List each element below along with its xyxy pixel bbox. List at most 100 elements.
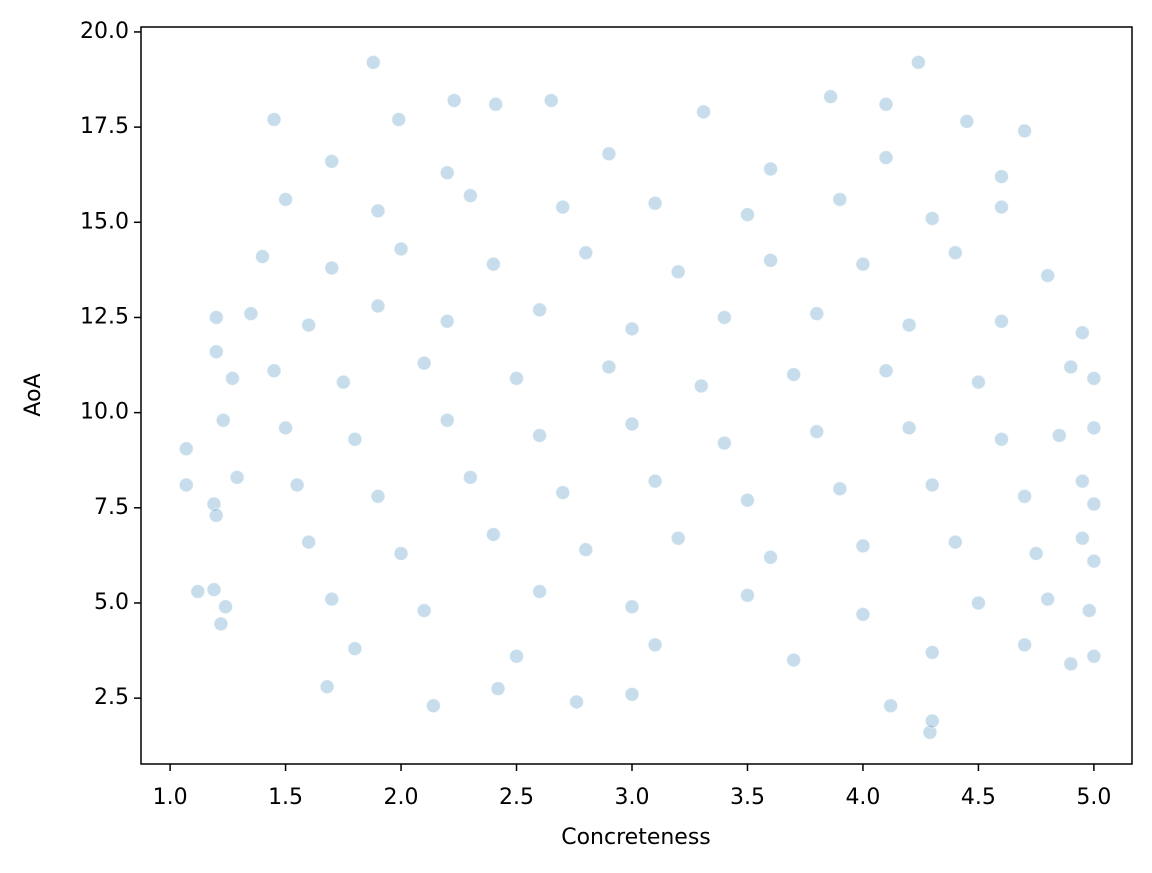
scatter-point [224, 370, 240, 386]
scatter-point [910, 54, 926, 70]
scatter-point [324, 153, 340, 169]
scatter-point [1063, 656, 1079, 672]
scatter-point [924, 477, 940, 493]
y-tick-label: 5.0 [94, 590, 129, 615]
scatter-point [439, 313, 455, 329]
scatter-point [278, 191, 294, 207]
scatter-point [1086, 420, 1102, 436]
scatter-point [532, 427, 548, 443]
scatter-point [416, 603, 432, 619]
scatter-point [786, 652, 802, 668]
scatter-point [266, 112, 282, 128]
scatter-point [578, 542, 594, 558]
scatter-point [924, 644, 940, 660]
scatter-point [763, 161, 779, 177]
scatter-point [289, 477, 305, 493]
scatter-point [924, 713, 940, 729]
scatter-point [178, 477, 194, 493]
x-tick-label: 5.0 [1076, 785, 1111, 810]
scatter-point [1051, 427, 1067, 443]
scatter-point [462, 469, 478, 485]
scatter-point [509, 648, 525, 664]
scatter-point [462, 188, 478, 204]
scatter-point [208, 309, 224, 325]
scatter-point [947, 534, 963, 550]
y-axis-label: AoA [21, 373, 46, 416]
scatter-point [739, 207, 755, 223]
scatter-point [1074, 530, 1090, 546]
y-tick-label: 10.0 [80, 400, 129, 425]
scatter-point [959, 113, 975, 129]
scatter-point [716, 435, 732, 451]
scatter-point [319, 679, 335, 695]
scatter-point [739, 587, 755, 603]
x-tick-label: 3.0 [614, 785, 649, 810]
scatter-point [1040, 268, 1056, 284]
scatter-point [670, 530, 686, 546]
scatter-point [208, 507, 224, 523]
y-tick-label: 7.5 [94, 495, 129, 520]
plot-frame [140, 26, 1133, 765]
scatter-point [624, 599, 640, 615]
scatter-point [763, 549, 779, 565]
scatter-point [218, 599, 234, 615]
scatter-point [878, 150, 894, 166]
scatter-point [324, 260, 340, 276]
scatter-point [1086, 496, 1102, 512]
scatter-point [1028, 545, 1044, 561]
scatter-point [243, 306, 259, 322]
scatter-point [878, 363, 894, 379]
scatter-point [994, 431, 1010, 447]
scatter-point [901, 420, 917, 436]
scatter-point [786, 367, 802, 383]
scatter-point [970, 595, 986, 611]
scatter-point [278, 420, 294, 436]
scatter-point [809, 306, 825, 322]
scatter-point [206, 496, 222, 512]
scatter-point [206, 582, 222, 598]
scatter-point [439, 165, 455, 181]
scatter-point [347, 641, 363, 657]
scatter-point [555, 485, 571, 501]
scatter-point [878, 96, 894, 112]
scatter-point [855, 538, 871, 554]
scatter-point [485, 526, 501, 542]
scatter-point [569, 694, 585, 710]
x-tick-label: 1.5 [268, 785, 303, 810]
scatter-point [1063, 359, 1079, 375]
scatter-point [485, 256, 501, 272]
scatter-point [324, 591, 340, 607]
scatter-point [490, 681, 506, 697]
scatter-point [208, 344, 224, 360]
scatter-point [601, 146, 617, 162]
scatter-point [901, 317, 917, 333]
scatter-point [532, 584, 548, 600]
scatter-point [883, 698, 899, 714]
scatter-point [439, 412, 455, 428]
scatter-point [855, 256, 871, 272]
x-tick-label: 4.5 [961, 785, 996, 810]
x-axis-label: Concreteness [561, 825, 711, 850]
scatter-point [365, 54, 381, 70]
scatter-point [647, 473, 663, 489]
scatter-point [555, 199, 571, 215]
x-tick-label: 2.5 [499, 785, 534, 810]
scatter-point [1081, 603, 1097, 619]
scatter-point [1074, 325, 1090, 341]
scatter-point [215, 412, 231, 428]
y-tick-label: 17.5 [80, 114, 129, 139]
scatter-point [543, 92, 559, 108]
scatter-point [213, 616, 229, 632]
scatter-point [266, 363, 282, 379]
scatter-point [624, 416, 640, 432]
scatter-point [994, 313, 1010, 329]
scatter-point [578, 245, 594, 261]
scatter-point [488, 96, 504, 112]
scatter-point [624, 321, 640, 337]
scatter-point [970, 374, 986, 390]
y-tick-label: 12.5 [80, 304, 129, 329]
scatter-point [446, 92, 462, 108]
scatter-point [716, 309, 732, 325]
